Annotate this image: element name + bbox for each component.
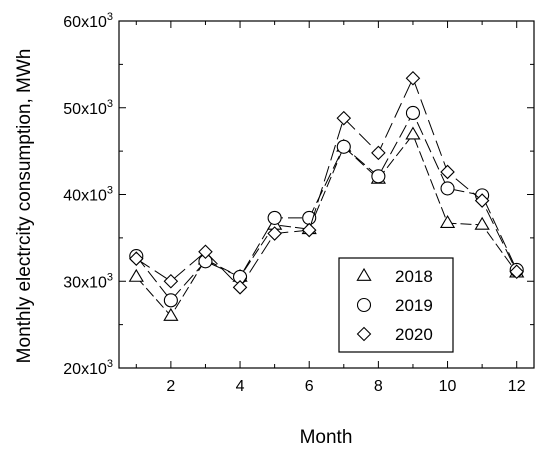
data-point	[129, 251, 144, 266]
y-tick-label: 50x103	[63, 98, 113, 118]
data-point	[163, 293, 178, 308]
data-point	[163, 273, 179, 289]
data-point	[405, 105, 421, 121]
data-point	[128, 268, 144, 282]
x-tick-label: 8	[374, 378, 383, 395]
series-2019	[129, 105, 524, 308]
y-tick-mantissa: 30x10	[63, 274, 107, 291]
y-tick-mantissa: 60x10	[63, 14, 107, 31]
y-tick-label: 20x103	[63, 358, 113, 378]
data-point	[232, 280, 248, 295]
legend: 2018 2019 2020	[338, 257, 454, 353]
y-tick-label: 40x103	[63, 185, 113, 205]
x-tick-label: 10	[439, 378, 457, 395]
data-point	[267, 226, 282, 241]
y-tick-exponent: 3	[107, 271, 113, 283]
data-point	[509, 264, 524, 279]
data-point	[301, 222, 317, 238]
data-point	[405, 70, 421, 86]
series-line	[135, 111, 518, 302]
legend-label: 2020	[395, 325, 433, 344]
series-layer	[128, 70, 525, 321]
y-tick-exponent: 3	[107, 11, 113, 23]
x-tick-label: 6	[305, 378, 314, 395]
legend-marker	[356, 297, 372, 313]
data-point	[371, 169, 386, 184]
data-point	[198, 244, 213, 260]
legend-marker	[356, 267, 372, 281]
x-axis: 2 4 6 8 10 12	[135, 21, 526, 395]
series-2018	[128, 126, 525, 321]
legend-label: 2018	[395, 267, 433, 286]
y-tick-exponent: 3	[107, 98, 113, 110]
y-axis-title: Monthly electrcity consumption, MWh	[14, 49, 35, 364]
y-tick-label: 60x103	[63, 11, 113, 31]
data-point	[336, 110, 352, 126]
data-point	[474, 216, 490, 230]
data-point	[439, 215, 456, 229]
y-tick-exponent: 3	[107, 185, 113, 197]
x-axis-title: Month	[300, 427, 353, 448]
y-tick-mantissa: 40x10	[63, 188, 107, 205]
data-point	[440, 164, 455, 180]
y-tick-mantissa: 50x10	[63, 101, 107, 118]
y-tick-exponent: 3	[107, 358, 113, 370]
data-point	[474, 193, 490, 208]
data-point	[163, 307, 179, 321]
y-tick-mantissa: 20x10	[63, 361, 107, 378]
data-point	[440, 181, 455, 196]
data-point	[336, 139, 351, 154]
data-point	[405, 126, 421, 140]
series-line	[136, 76, 518, 289]
x-tick-label: 4	[236, 378, 245, 395]
data-point	[302, 210, 317, 225]
y-tick-label: 30x103	[63, 271, 113, 291]
legend-label: 2019	[395, 296, 433, 315]
series-line	[135, 133, 518, 317]
x-tick-label: 12	[508, 378, 526, 395]
data-point	[267, 210, 282, 225]
legend-marker	[356, 326, 372, 342]
data-point	[371, 145, 386, 161]
series-2020	[129, 70, 524, 295]
plot-area	[118, 20, 535, 369]
x-tick-label: 2	[166, 378, 175, 395]
